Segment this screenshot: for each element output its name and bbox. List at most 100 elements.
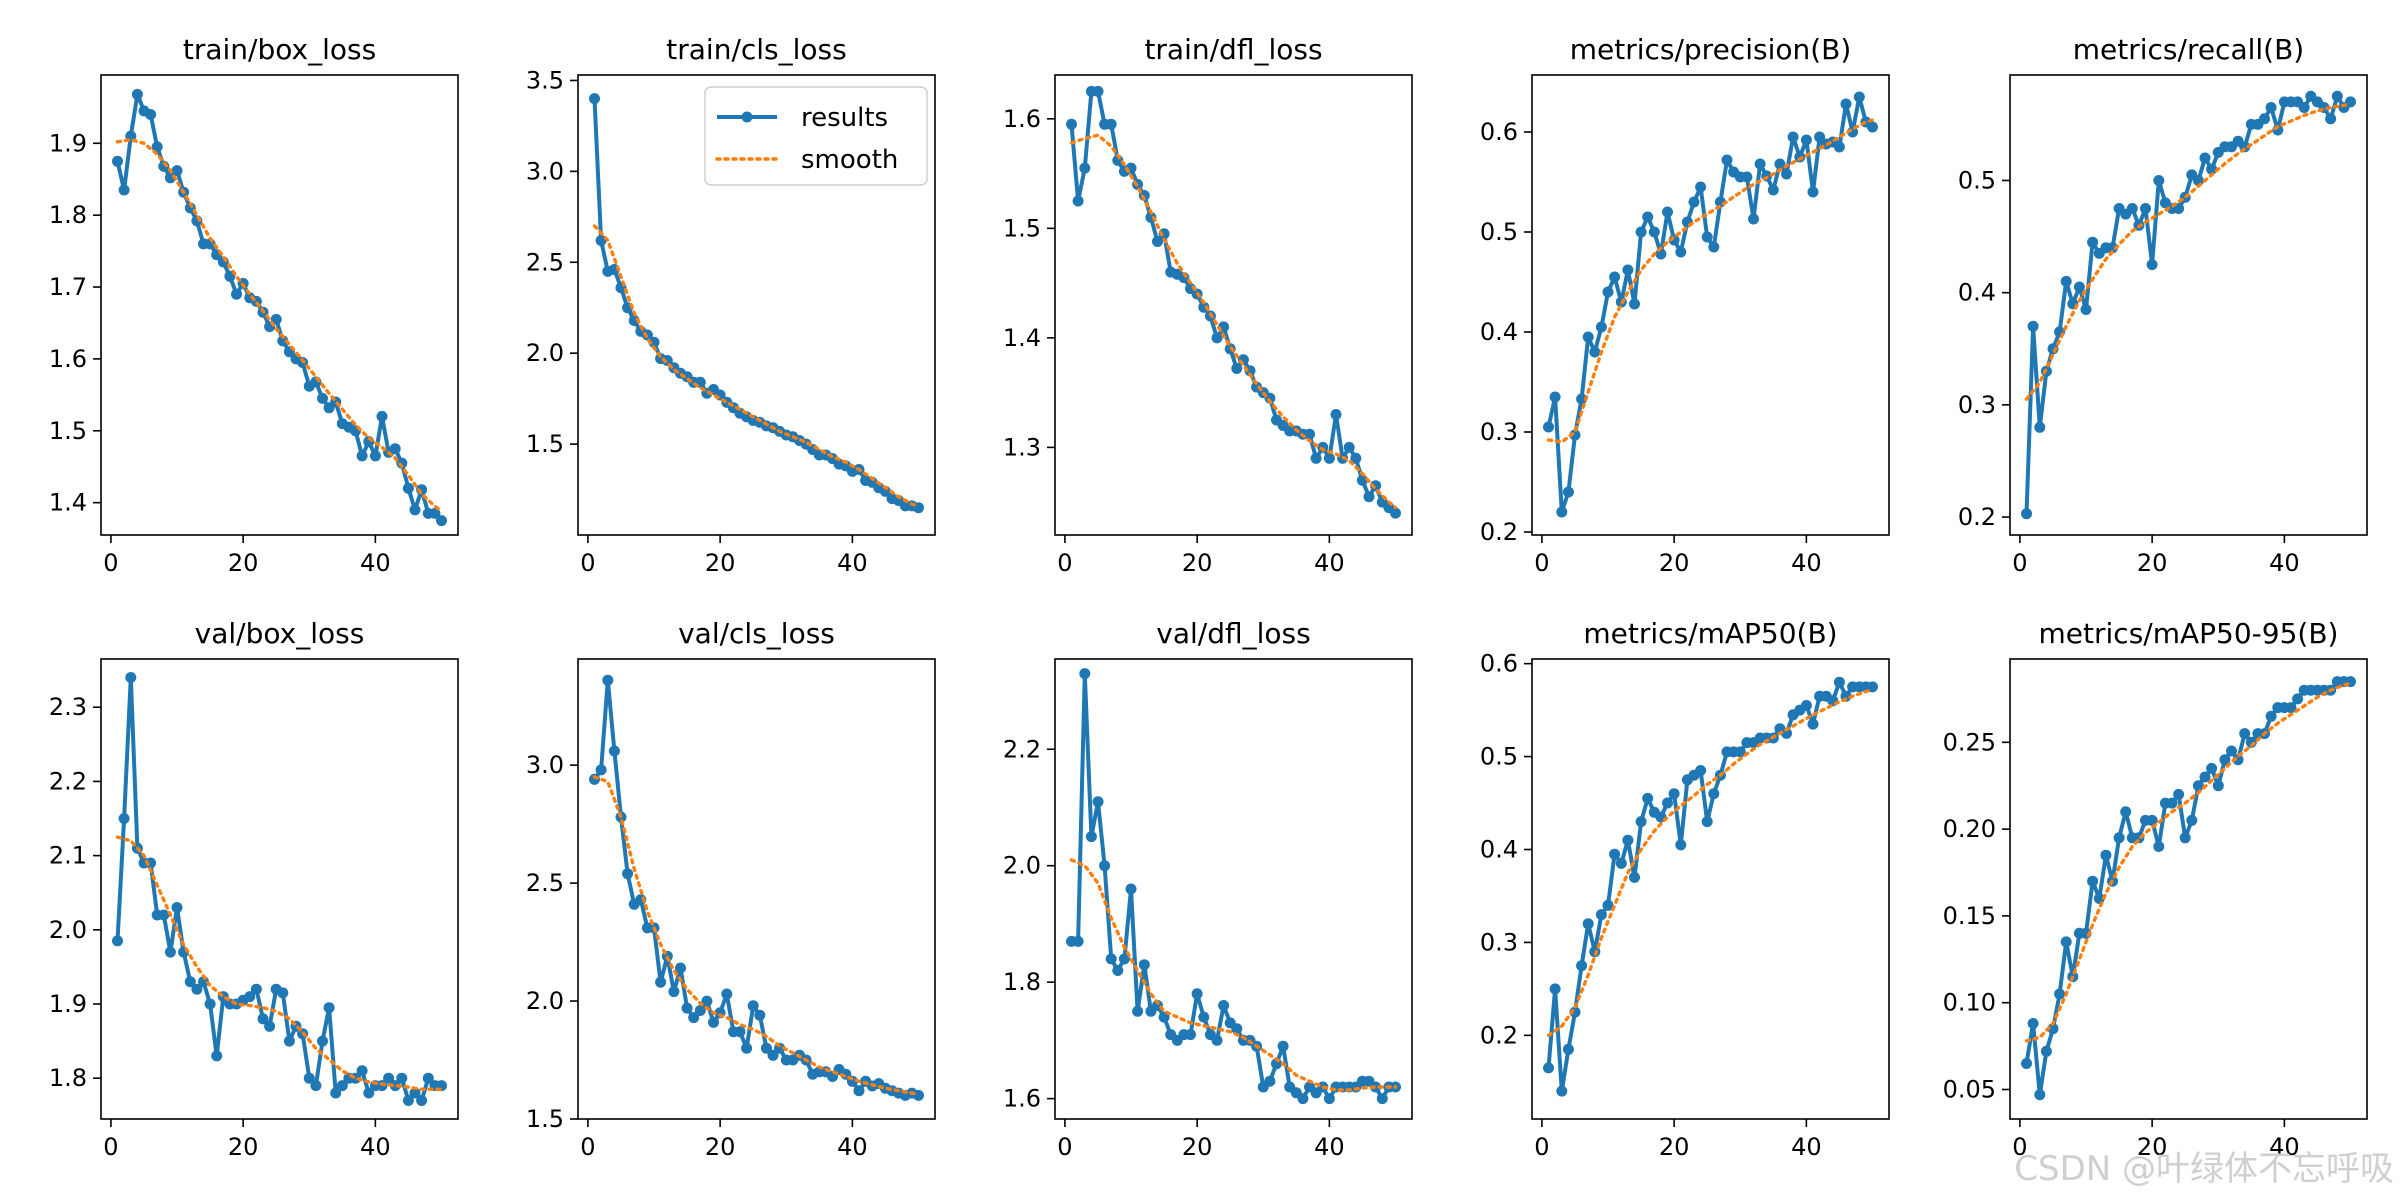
results-point bbox=[363, 1087, 375, 1099]
subplot-title: val/box_loss bbox=[195, 617, 365, 650]
results-point bbox=[1125, 883, 1137, 895]
y-tick-label: 3.0 bbox=[526, 751, 564, 779]
x-tick-label: 40 bbox=[1314, 549, 1345, 577]
y-tick-label: 0.3 bbox=[1480, 928, 1518, 956]
results-point bbox=[1635, 226, 1647, 238]
results-point bbox=[675, 962, 686, 974]
results-point bbox=[402, 1095, 414, 1106]
results-point bbox=[1562, 1043, 1574, 1055]
legend-smooth-label: smooth bbox=[801, 145, 898, 175]
results-point bbox=[767, 1049, 779, 1061]
results-point bbox=[184, 976, 196, 988]
results-point bbox=[323, 1002, 335, 1014]
results-point bbox=[1218, 1000, 1230, 1011]
results-point bbox=[112, 935, 123, 947]
results-point bbox=[2199, 152, 2211, 164]
results-point bbox=[1549, 983, 1561, 995]
results-point bbox=[661, 355, 673, 366]
results-point bbox=[264, 1020, 276, 1032]
results-point bbox=[1595, 321, 1607, 333]
axes-frame bbox=[577, 658, 936, 1120]
x-tick-label: 0 bbox=[103, 549, 118, 577]
y-tick-label: 2.1 bbox=[49, 842, 87, 870]
y-tick-label: 0.4 bbox=[1480, 836, 1518, 864]
results-point bbox=[1675, 839, 1687, 851]
y-tick-label: 2.2 bbox=[1003, 735, 1041, 763]
results-point bbox=[1085, 831, 1097, 843]
subplot-9: metrics/mAP50(B) 0 20 40 0.2 0.3 0.4 0.5 0.6 bbox=[1480, 617, 1890, 1161]
results-point bbox=[1092, 796, 1104, 808]
results-point bbox=[1695, 181, 1707, 193]
results-point bbox=[1589, 346, 1601, 358]
y-tick-label: 0.4 bbox=[1958, 279, 1996, 307]
results-point bbox=[2239, 728, 2251, 740]
axes-frame bbox=[577, 74, 936, 536]
results-point bbox=[1363, 491, 1375, 503]
results-point bbox=[1350, 452, 1362, 464]
x-tick-label: 20 bbox=[1659, 1133, 1690, 1161]
y-tick-label: 1.6 bbox=[1003, 1085, 1041, 1113]
results-point bbox=[1556, 1085, 1568, 1097]
results-point bbox=[1754, 158, 1766, 170]
results-point bbox=[2034, 421, 2046, 433]
results-point bbox=[2206, 163, 2218, 175]
subplot-title: val/dfl_loss bbox=[1156, 617, 1310, 650]
results-point bbox=[2146, 814, 2158, 826]
x-tick-label: 20 bbox=[705, 549, 736, 577]
x-tick-label: 0 bbox=[2012, 549, 2027, 577]
results-point bbox=[1556, 506, 1568, 518]
results-point bbox=[2087, 875, 2099, 887]
results-point bbox=[389, 1080, 401, 1092]
results-point bbox=[131, 88, 143, 100]
results-line bbox=[1546, 680, 1875, 1094]
subplot-title: train/box_loss bbox=[183, 33, 376, 66]
results-point bbox=[1748, 213, 1759, 225]
results-point bbox=[2265, 102, 2277, 113]
series-group bbox=[2021, 676, 2356, 1101]
results-point bbox=[396, 1072, 408, 1084]
results-point bbox=[1231, 363, 1243, 374]
subplot-title: train/dfl_loss bbox=[1144, 33, 1322, 66]
results-point bbox=[2292, 693, 2304, 705]
results-point bbox=[721, 988, 733, 1000]
results-point bbox=[277, 987, 289, 999]
results-point bbox=[1138, 959, 1150, 971]
results-point bbox=[1576, 960, 1588, 972]
x-tick-label: 40 bbox=[1791, 1133, 1822, 1161]
results-point bbox=[1185, 1029, 1196, 1041]
results-point bbox=[1323, 452, 1335, 464]
y-tick-label: 1.3 bbox=[1003, 433, 1041, 461]
series-group bbox=[589, 93, 924, 514]
results-point bbox=[356, 1065, 368, 1077]
results-point bbox=[655, 976, 667, 988]
axes-frame bbox=[1054, 74, 1413, 536]
results-point bbox=[2100, 849, 2112, 861]
results-point bbox=[2093, 893, 2105, 904]
results-line bbox=[2024, 679, 2353, 1097]
results-point bbox=[1072, 195, 1084, 207]
watermark-text: CSDN @叶绿体不忘呼吸 bbox=[2014, 1149, 2394, 1189]
subplot-title: metrics/mAP50(B) bbox=[1583, 617, 1837, 650]
results-point bbox=[1211, 1034, 1223, 1046]
subplot-title: metrics/recall(B) bbox=[2073, 33, 2304, 66]
x-tick-label: 40 bbox=[1314, 1133, 1345, 1161]
results-point bbox=[1648, 226, 1660, 238]
results-point bbox=[1741, 171, 1753, 183]
series-group bbox=[1066, 668, 1401, 1105]
results-point bbox=[608, 745, 620, 757]
results-point bbox=[2179, 832, 2191, 844]
y-tick-label: 0.4 bbox=[1480, 318, 1518, 346]
results-point bbox=[416, 1095, 428, 1106]
results-point bbox=[1767, 184, 1779, 196]
x-tick-label: 20 bbox=[228, 549, 259, 577]
results-point bbox=[694, 1005, 706, 1016]
results-point bbox=[1118, 953, 1130, 965]
results-point bbox=[2040, 1045, 2052, 1057]
results-point bbox=[1662, 797, 1673, 809]
series-group bbox=[1543, 676, 1878, 1097]
y-tick-label: 0.25 bbox=[1943, 728, 1996, 756]
x-tick-label: 40 bbox=[1791, 549, 1822, 577]
results-point bbox=[1642, 211, 1654, 223]
results-point bbox=[1066, 118, 1077, 130]
y-tick-label: 0.3 bbox=[1480, 418, 1518, 446]
